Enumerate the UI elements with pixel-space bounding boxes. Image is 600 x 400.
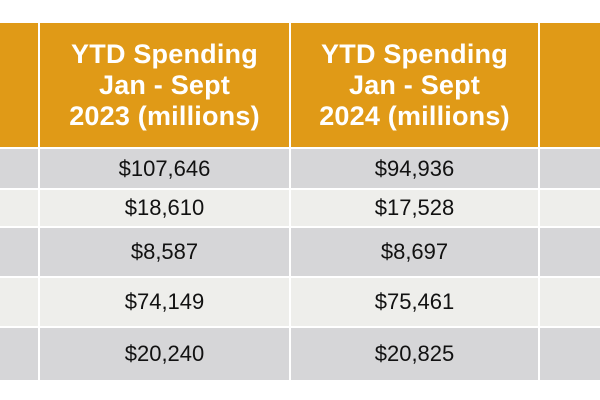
table-row: $20,240 $20,825 [0,328,600,380]
row-extra-cell [540,278,600,326]
row-label-cell [0,149,38,188]
header-ytd-2024: YTD Spending Jan - Sept 2024 (millions) [291,23,538,147]
value-2023: $18,610 [40,190,289,226]
header-cell-left-edge [0,23,38,147]
table-row: $18,610 $17,528 [0,190,600,226]
row-label-cell [0,228,38,276]
row-extra-cell [540,190,600,226]
header-ytd-2023-label: YTD Spending Jan - Sept 2023 (millions) [69,38,260,131]
value-2023: $107,646 [40,149,289,188]
table-header-row: YTD Spending Jan - Sept 2023 (millions) … [0,23,600,147]
table-row: $8,587 $8,697 [0,228,600,276]
row-label-cell [0,328,38,380]
value-2023: $20,240 [40,328,289,380]
value-2024: $75,461 [291,278,538,326]
value-2024: $17,528 [291,190,538,226]
row-label-cell [0,278,38,326]
value-2024: $94,936 [291,149,538,188]
header-cell-right-edge [540,23,600,147]
header-ytd-2024-label: YTD Spending Jan - Sept 2024 (millions) [319,38,510,131]
value-2023: $74,149 [40,278,289,326]
table-row: $107,646 $94,936 [0,149,600,188]
value-2024: $20,825 [291,328,538,380]
value-2024: $8,697 [291,228,538,276]
row-label-cell [0,190,38,226]
row-extra-cell [540,228,600,276]
header-ytd-2023: YTD Spending Jan - Sept 2023 (millions) [40,23,289,147]
table-row: $74,149 $75,461 [0,278,600,326]
value-2023: $8,587 [40,228,289,276]
row-extra-cell [540,328,600,380]
row-extra-cell [540,149,600,188]
